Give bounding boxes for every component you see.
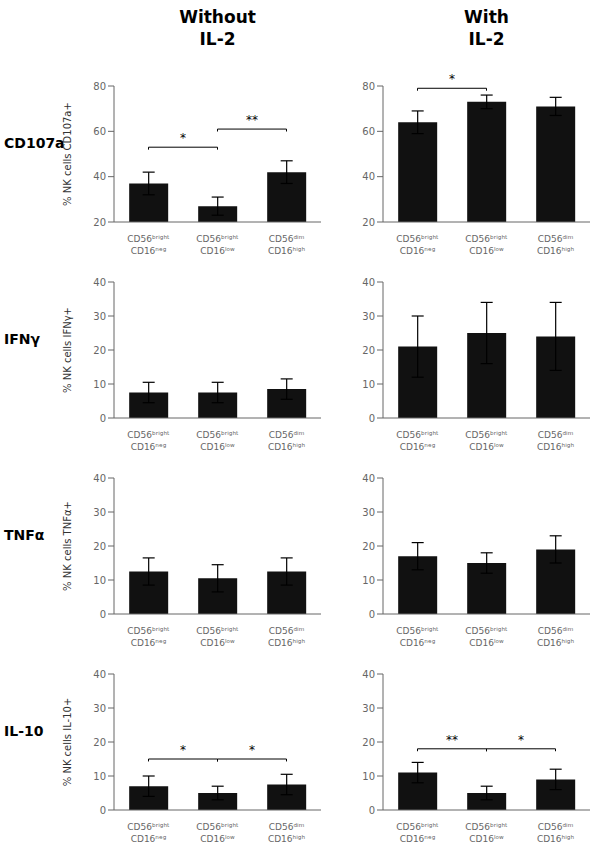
svg-text:CD56ᵈⁱᵐCD16ʰⁱᵍʰ: CD56ᵈⁱᵐCD16ʰⁱᵍʰ bbox=[268, 822, 306, 844]
svg-text:40: 40 bbox=[93, 171, 106, 182]
svg-text:20: 20 bbox=[93, 217, 106, 228]
svg-text:80: 80 bbox=[93, 81, 106, 92]
svg-text:60: 60 bbox=[93, 126, 106, 137]
svg-text:30: 30 bbox=[362, 507, 375, 518]
svg-text:40: 40 bbox=[362, 277, 375, 288]
svg-text:60: 60 bbox=[362, 126, 375, 137]
svg-text:CD56ᵈⁱᵐCD16ʰⁱᵍʰ: CD56ᵈⁱᵐCD16ʰⁱᵍʰ bbox=[537, 430, 575, 452]
svg-text:% NK cells IL-10+: % NK cells IL-10+ bbox=[62, 698, 73, 787]
svg-text:80: 80 bbox=[362, 81, 375, 92]
svg-text:30: 30 bbox=[93, 703, 106, 714]
svg-text:CD56ᵇʳⁱᵍʰᵗCD16ⁿᵉᵍ: CD56ᵇʳⁱᵍʰᵗCD16ⁿᵉᵍ bbox=[396, 430, 439, 452]
svg-text:30: 30 bbox=[93, 507, 106, 518]
svg-text:0: 0 bbox=[100, 609, 106, 620]
html-text:With IL-2: With IL-2 bbox=[464, 7, 509, 49]
svg-text:CD56ᵇʳⁱᵍʰᵗCD16ˡᵒʷ: CD56ᵇʳⁱᵍʰᵗCD16ˡᵒʷ bbox=[196, 234, 239, 256]
svg-text:CD56ᵇʳⁱᵍʰᵗCD16ⁿᵉᵍ: CD56ᵇʳⁱᵍʰᵗCD16ⁿᵉᵍ bbox=[127, 822, 170, 844]
svg-text:30: 30 bbox=[93, 311, 106, 322]
svg-text:CD56ᵈⁱᵐCD16ʰⁱᵍʰ: CD56ᵈⁱᵐCD16ʰⁱᵍʰ bbox=[537, 234, 575, 256]
svg-text:10: 10 bbox=[362, 575, 375, 586]
svg-text:40: 40 bbox=[93, 277, 106, 288]
svg-text:20: 20 bbox=[362, 345, 375, 356]
svg-text:CD56ᵈⁱᵐCD16ʰⁱᵍʰ: CD56ᵈⁱᵐCD16ʰⁱᵍʰ bbox=[268, 430, 306, 452]
html-text:IFNγ: IFNγ bbox=[4, 331, 40, 347]
svg-text:20: 20 bbox=[362, 737, 375, 748]
svg-text:40: 40 bbox=[93, 669, 106, 680]
svg-text:30: 30 bbox=[362, 311, 375, 322]
svg-text:10: 10 bbox=[362, 771, 375, 782]
svg-text:CD56ᵈⁱᵐCD16ʰⁱᵍʰ: CD56ᵈⁱᵐCD16ʰⁱᵍʰ bbox=[268, 234, 306, 256]
svg-text:*: * bbox=[180, 743, 186, 757]
svg-text:CD56ᵈⁱᵐCD16ʰⁱᵍʰ: CD56ᵈⁱᵐCD16ʰⁱᵍʰ bbox=[537, 626, 575, 648]
svg-text:CD56ᵇʳⁱᵍʰᵗCD16ⁿᵉᵍ: CD56ᵇʳⁱᵍʰᵗCD16ⁿᵉᵍ bbox=[396, 234, 439, 256]
svg-text:CD56ᵇʳⁱᵍʰᵗCD16ˡᵒʷ: CD56ᵇʳⁱᵍʰᵗCD16ˡᵒʷ bbox=[196, 430, 239, 452]
svg-text:10: 10 bbox=[93, 379, 106, 390]
svg-text:40: 40 bbox=[362, 473, 375, 484]
html-text:TNFα: TNFα bbox=[4, 527, 45, 543]
svg-text:10: 10 bbox=[93, 771, 106, 782]
svg-text:0: 0 bbox=[369, 413, 375, 424]
svg-text:**: ** bbox=[246, 113, 258, 127]
svg-text:**: ** bbox=[446, 733, 458, 747]
svg-text:40: 40 bbox=[362, 171, 375, 182]
svg-text:40: 40 bbox=[362, 669, 375, 680]
html-text:Without IL-2: Without IL-2 bbox=[179, 7, 256, 49]
svg-text:CD56ᵇʳⁱᵍʰᵗCD16ˡᵒʷ: CD56ᵇʳⁱᵍʰᵗCD16ˡᵒʷ bbox=[465, 822, 508, 844]
svg-text:*: * bbox=[518, 733, 524, 747]
svg-text:CD56ᵇʳⁱᵍʰᵗCD16ⁿᵉᵍ: CD56ᵇʳⁱᵍʰᵗCD16ⁿᵉᵍ bbox=[127, 234, 170, 256]
svg-text:20: 20 bbox=[93, 541, 106, 552]
svg-text:20: 20 bbox=[93, 345, 106, 356]
svg-text:CD56ᵇʳⁱᵍʰᵗCD16ˡᵒʷ: CD56ᵇʳⁱᵍʰᵗCD16ˡᵒʷ bbox=[465, 234, 508, 256]
svg-text:0: 0 bbox=[369, 609, 375, 620]
svg-text:CD56ᵇʳⁱᵍʰᵗCD16ⁿᵉᵍ: CD56ᵇʳⁱᵍʰᵗCD16ⁿᵉᵍ bbox=[396, 822, 439, 844]
svg-text:0: 0 bbox=[100, 805, 106, 816]
svg-text:0: 0 bbox=[100, 413, 106, 424]
svg-text:30: 30 bbox=[362, 703, 375, 714]
svg-text:% NK cells CD107a+: % NK cells CD107a+ bbox=[62, 102, 73, 206]
svg-text:10: 10 bbox=[362, 379, 375, 390]
svg-text:*: * bbox=[180, 131, 186, 145]
svg-text:CD56ᵇʳⁱᵍʰᵗCD16ˡᵒʷ: CD56ᵇʳⁱᵍʰᵗCD16ˡᵒʷ bbox=[465, 430, 508, 452]
svg-text:20: 20 bbox=[362, 217, 375, 228]
svg-text:CD56ᵇʳⁱᵍʰᵗCD16ˡᵒʷ: CD56ᵇʳⁱᵍʰᵗCD16ˡᵒʷ bbox=[465, 626, 508, 648]
svg-text:20: 20 bbox=[362, 541, 375, 552]
svg-text:40: 40 bbox=[93, 473, 106, 484]
svg-text:CD56ᵇʳⁱᵍʰᵗCD16ⁿᵉᵍ: CD56ᵇʳⁱᵍʰᵗCD16ⁿᵉᵍ bbox=[127, 626, 170, 648]
svg-text:CD56ᵇʳⁱᵍʰᵗCD16ⁿᵉᵍ: CD56ᵇʳⁱᵍʰᵗCD16ⁿᵉᵍ bbox=[396, 626, 439, 648]
svg-text:CD56ᵇʳⁱᵍʰᵗCD16ⁿᵉᵍ: CD56ᵇʳⁱᵍʰᵗCD16ⁿᵉᵍ bbox=[127, 430, 170, 452]
svg-text:CD56ᵇʳⁱᵍʰᵗCD16ˡᵒʷ: CD56ᵇʳⁱᵍʰᵗCD16ˡᵒʷ bbox=[196, 822, 239, 844]
svg-text:20: 20 bbox=[93, 737, 106, 748]
svg-text:% NK cells TNFα+: % NK cells TNFα+ bbox=[62, 501, 73, 591]
svg-text:*: * bbox=[449, 72, 455, 86]
svg-text:CD56ᵈⁱᵐCD16ʰⁱᵍʰ: CD56ᵈⁱᵐCD16ʰⁱᵍʰ bbox=[537, 822, 575, 844]
svg-text:*: * bbox=[249, 743, 255, 757]
svg-text:% NK cells IFNγ+: % NK cells IFNγ+ bbox=[62, 307, 73, 393]
svg-text:CD56ᵈⁱᵐCD16ʰⁱᵍʰ: CD56ᵈⁱᵐCD16ʰⁱᵍʰ bbox=[268, 626, 306, 648]
svg-text:0: 0 bbox=[369, 805, 375, 816]
html-text:IL-10: IL-10 bbox=[4, 723, 44, 739]
svg-text:10: 10 bbox=[93, 575, 106, 586]
svg-text:CD56ᵇʳⁱᵍʰᵗCD16ˡᵒʷ: CD56ᵇʳⁱᵍʰᵗCD16ˡᵒʷ bbox=[196, 626, 239, 648]
